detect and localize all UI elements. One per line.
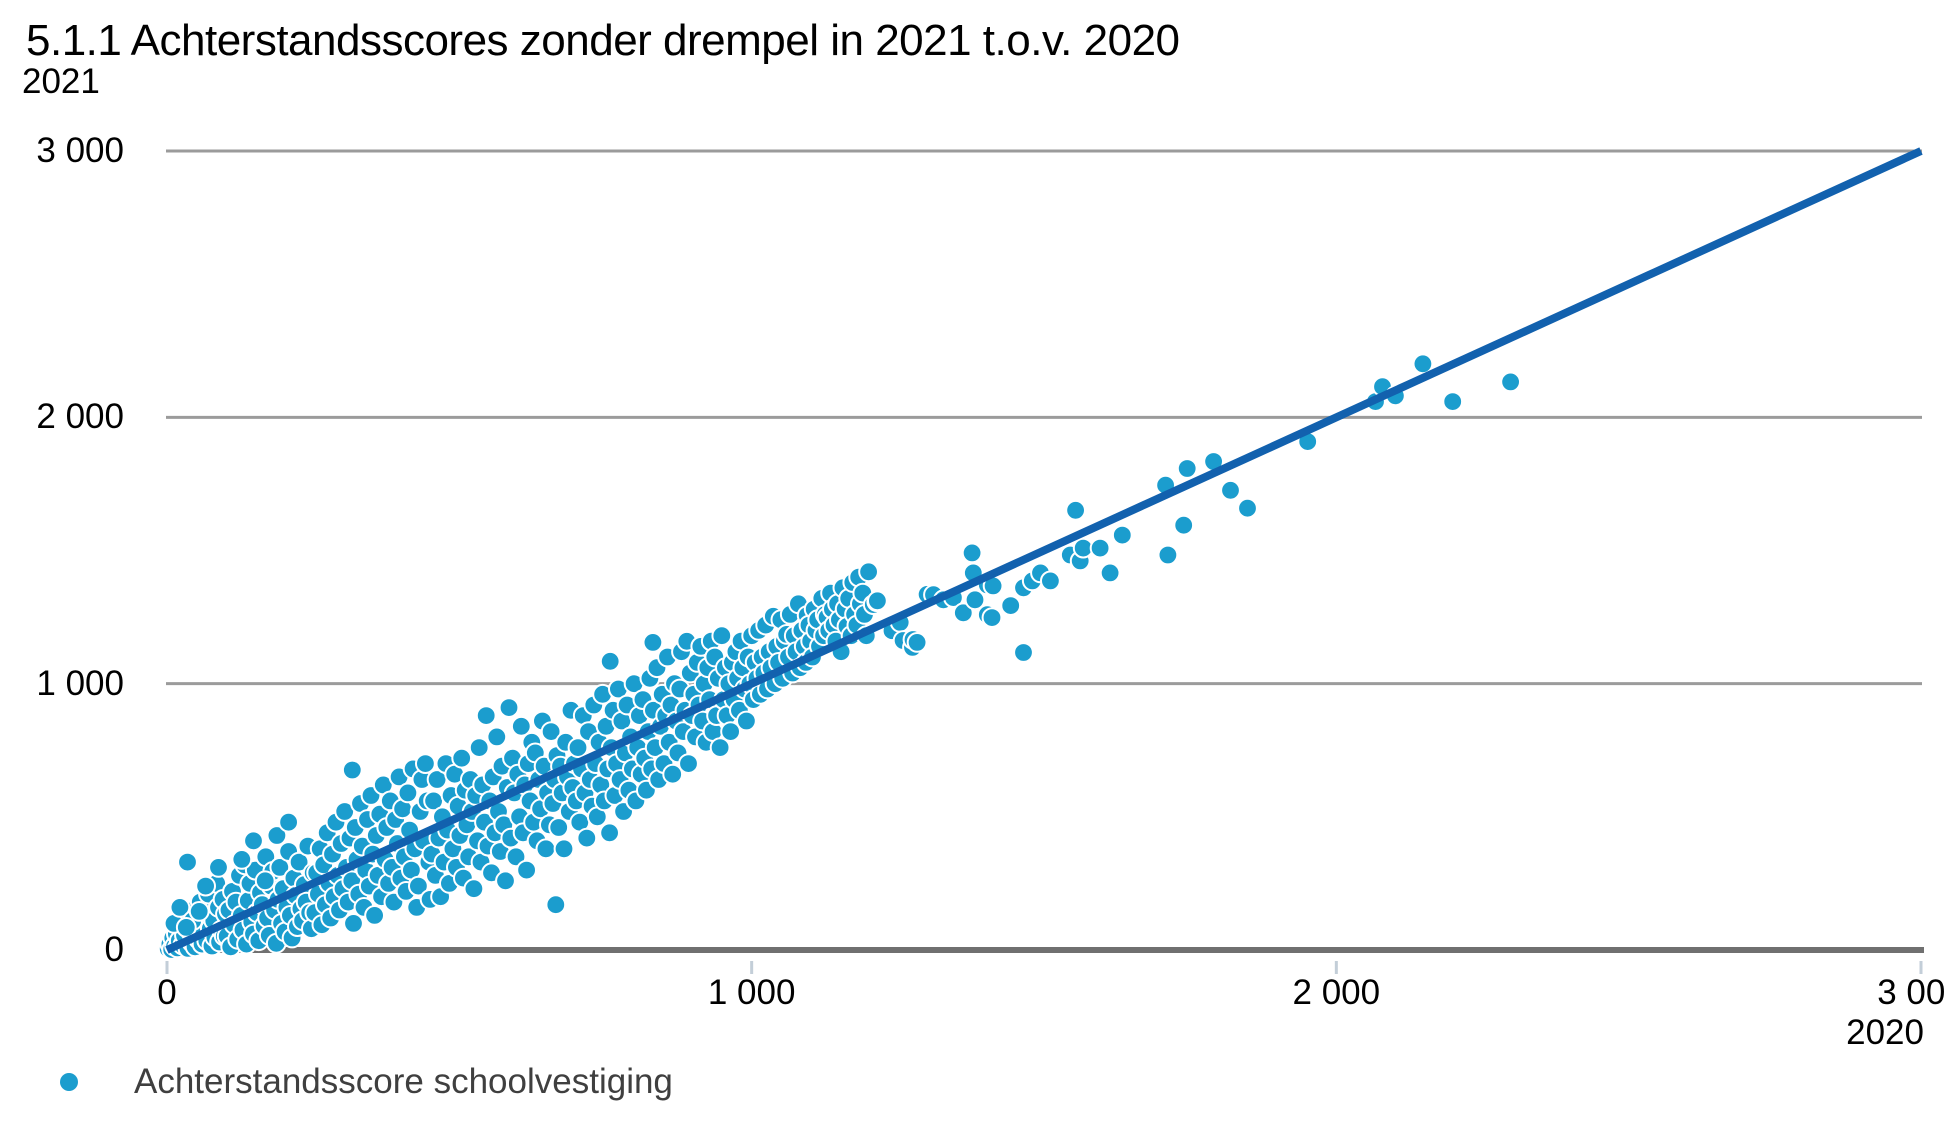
scatter-point	[195, 875, 217, 897]
scatter-point	[567, 737, 589, 758]
legend-marker-dot-icon	[60, 1073, 78, 1091]
scatter-point	[678, 753, 699, 774]
scatter-point	[510, 715, 532, 737]
scatter-point	[858, 561, 879, 583]
x-axis-unit-label: 2020	[1846, 1013, 1924, 1052]
scatter-point	[720, 721, 741, 742]
scatter-point	[1500, 371, 1521, 393]
scatter-point	[576, 827, 598, 849]
scatter-point	[175, 917, 197, 938]
y-axis-unit-label: 2021	[22, 62, 100, 101]
y-tick-label: 0	[104, 930, 124, 969]
scatter-point	[961, 542, 983, 564]
scatter-point	[1099, 562, 1121, 584]
scatter-point	[415, 753, 436, 774]
x-tick-label: 2 000	[1292, 973, 1381, 1012]
scatter-point	[1065, 499, 1086, 521]
scatter-point	[495, 870, 516, 892]
scatter-point	[662, 763, 684, 785]
scatter-point	[535, 838, 557, 860]
scatter-point	[486, 726, 508, 748]
scatter-point	[341, 759, 363, 781]
scatter-point	[188, 901, 210, 922]
scatter-point	[468, 737, 490, 758]
scatter-point	[243, 830, 264, 852]
legend-label: Achterstandsscore schoolvestiging	[134, 1062, 673, 1101]
scatter-point	[397, 782, 419, 804]
scatter-point	[254, 870, 276, 892]
scatter-point	[1173, 514, 1195, 536]
scatter-point	[169, 897, 191, 918]
identity-line	[165, 147, 1923, 954]
scatter-point	[269, 857, 291, 878]
scatter-point	[952, 602, 974, 624]
scatter-point	[505, 846, 527, 868]
scatter-point	[1040, 570, 1061, 592]
scatter-point	[498, 697, 520, 718]
scatter-point	[343, 913, 364, 934]
scatter-point	[278, 811, 300, 833]
scatter-point	[1089, 537, 1111, 559]
scatter-point	[208, 857, 229, 878]
scatter-point	[545, 894, 567, 916]
scatter-point	[599, 822, 620, 844]
scatter-point	[548, 817, 570, 838]
y-tick-label: 2 000	[36, 397, 124, 437]
scatter-point	[1220, 479, 1241, 501]
scatter-point	[408, 875, 429, 897]
scatter-point	[1412, 353, 1434, 375]
scatter-point	[1000, 595, 1022, 616]
scatter-point	[599, 650, 621, 672]
scatter-point	[709, 737, 731, 758]
scatter-point	[1013, 642, 1034, 663]
scatter-point	[642, 632, 664, 653]
chart-title: 5.1.1 Achterstandsscores zonder drempel …	[26, 16, 1180, 65]
scatter-point	[231, 849, 253, 870]
scatter-point	[964, 589, 986, 611]
scatter-point	[1157, 544, 1179, 566]
scatter-point	[288, 851, 310, 873]
scatter-point	[1176, 458, 1198, 479]
x-tick-label: 1 000	[707, 973, 796, 1012]
x-tick-label: 3 000	[1877, 973, 1944, 1012]
scatter-point	[981, 607, 1003, 628]
scatter-point	[540, 721, 562, 742]
scatter-point	[736, 710, 757, 732]
scatter-point	[475, 705, 497, 726]
scatter-point	[711, 625, 733, 647]
scatter-point	[867, 590, 888, 612]
scatter-point	[1111, 524, 1133, 546]
legend: Achterstandsscore schoolvestiging	[0, 1061, 1000, 1103]
scatter-point	[906, 632, 928, 653]
scatter-point	[463, 878, 485, 900]
scatter-point	[266, 825, 288, 846]
scatter-point	[516, 859, 537, 881]
scatter-point	[451, 747, 473, 769]
y-tick-label: 1 000	[36, 663, 124, 703]
scatter-point	[1237, 497, 1258, 519]
scatter-point	[553, 838, 575, 860]
scatter-point	[1442, 391, 1464, 413]
y-tick-label: 3 000	[36, 131, 124, 170]
scatter-point	[177, 851, 198, 873]
x-tick-label: 0	[157, 973, 177, 1012]
scatter-point	[364, 905, 386, 926]
